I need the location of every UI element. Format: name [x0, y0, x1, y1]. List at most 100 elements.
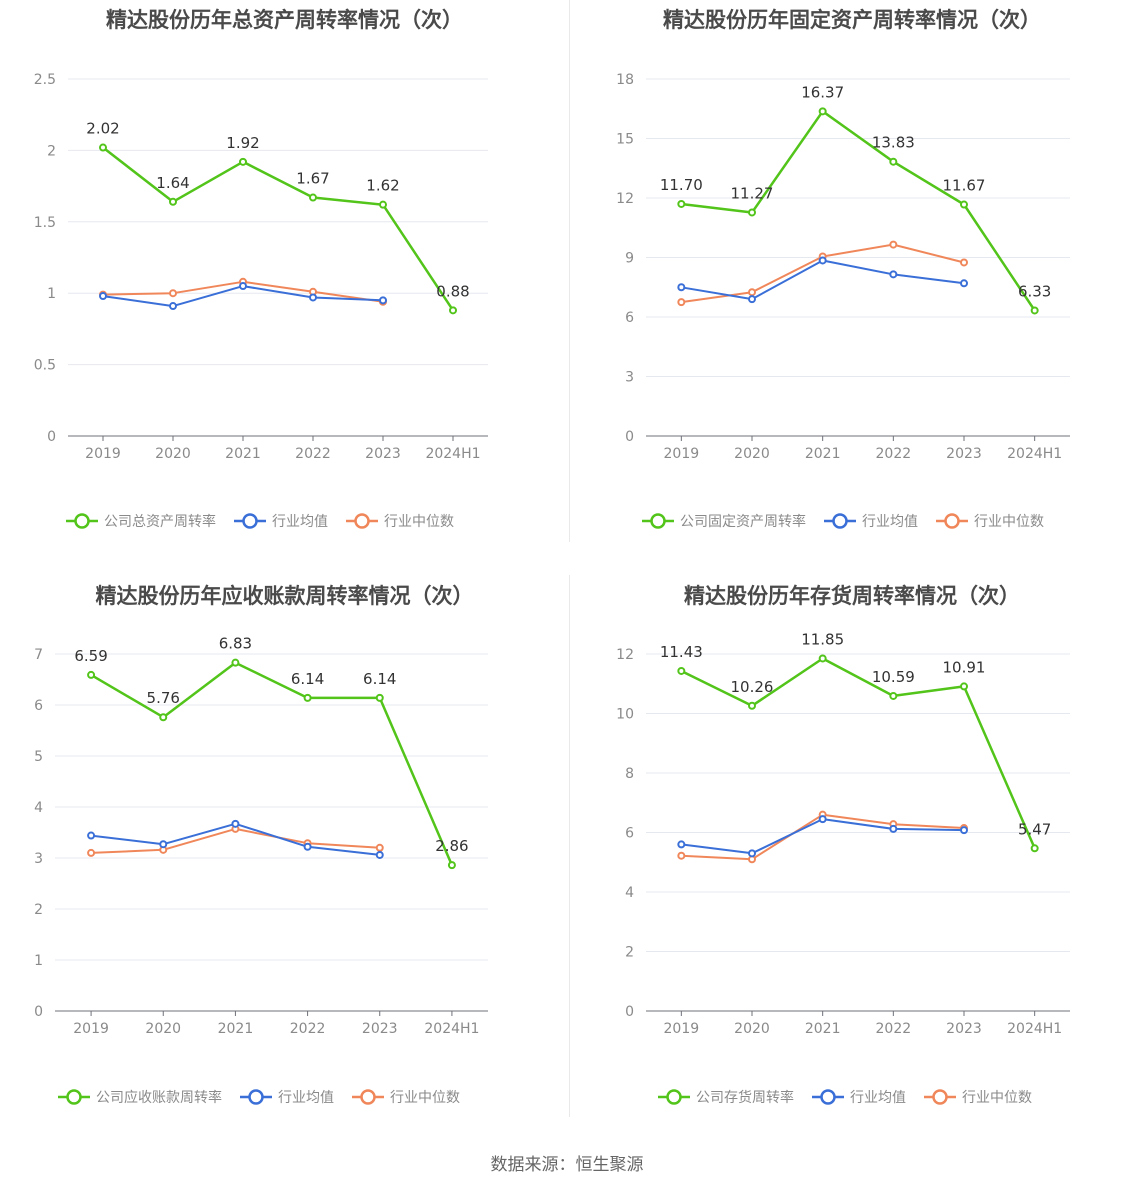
- y-tick-label: 2.5: [34, 72, 56, 88]
- legend-item-industry-median[interactable]: 行业中位数: [924, 1089, 1032, 1106]
- legend-item-company[interactable]: 公司固定资产周转率: [642, 513, 806, 530]
- data-point[interactable]: [677, 851, 686, 860]
- data-point[interactable]: [889, 240, 898, 249]
- data-point[interactable]: [231, 819, 240, 828]
- chart-title: 精达股份历年总资产周转率情况（次）: [106, 8, 463, 32]
- legend-item-industry-median[interactable]: 行业中位数: [352, 1089, 460, 1106]
- legend-item-industry-median[interactable]: 行业中位数: [346, 513, 454, 530]
- legend-swatch-circle: [944, 513, 960, 529]
- legend-swatch-circle: [666, 1089, 682, 1105]
- data-point[interactable]: [748, 849, 756, 858]
- y-tick-label: 8: [625, 766, 634, 782]
- legend-item-company[interactable]: 公司存货周转率: [658, 1089, 794, 1106]
- legend-item-company[interactable]: 公司应收账款周转率: [58, 1089, 222, 1106]
- data-point[interactable]: [239, 282, 247, 291]
- legend-label: 行业中位数: [962, 1090, 1032, 1106]
- data-point[interactable]: [889, 270, 898, 279]
- x-tick-label: 2022: [290, 1021, 326, 1037]
- data-point[interactable]: [1030, 844, 1039, 853]
- data-label: 11.27: [731, 184, 774, 202]
- y-tick-label: 1: [34, 953, 43, 969]
- data-label: 6.83: [219, 635, 252, 653]
- data-point[interactable]: [960, 826, 968, 835]
- data-label: 11.67: [943, 177, 986, 195]
- chart-panel-total-asset-turnover: 精达股份历年总资产周转率情况（次） 0 0.5 1 1.5 2 2.5 2019 2020 20…: [0, 0, 569, 560]
- data-point[interactable]: [818, 107, 827, 116]
- data-point[interactable]: [379, 200, 387, 209]
- data-point[interactable]: [889, 824, 898, 833]
- data-point[interactable]: [818, 256, 827, 265]
- data-point[interactable]: [309, 193, 317, 202]
- data-point[interactable]: [447, 861, 456, 870]
- data-point[interactable]: [677, 199, 686, 208]
- legend-item-company[interactable]: 公司总资产周转率: [66, 513, 216, 530]
- data-point[interactable]: [677, 666, 686, 675]
- chart-panel-fixed-asset-turnover: 精达股份历年固定资产周转率情况（次） 0 3 6 9 12 15 18 2019 2020 202…: [570, 0, 1134, 560]
- data-point[interactable]: [748, 701, 756, 710]
- data-point[interactable]: [960, 279, 968, 288]
- data-point[interactable]: [818, 654, 827, 663]
- data-point[interactable]: [379, 296, 387, 305]
- data-point[interactable]: [748, 208, 756, 217]
- y-tick-label: 6: [625, 826, 634, 842]
- y-tick-label: 0.5: [34, 358, 56, 374]
- legend-item-industry-avg[interactable]: 行业均值: [812, 1089, 906, 1106]
- data-point[interactable]: [677, 840, 686, 849]
- data-point[interactable]: [960, 682, 968, 691]
- data-point[interactable]: [169, 302, 177, 311]
- legend-label: 公司应收账款周转率: [96, 1089, 222, 1106]
- data-point[interactable]: [231, 658, 240, 667]
- y-tick-label: 0: [625, 1004, 634, 1020]
- data-point[interactable]: [748, 295, 756, 304]
- legend-item-industry-avg[interactable]: 行业均值: [234, 513, 328, 530]
- data-point[interactable]: [159, 840, 168, 849]
- legend-item-industry-avg[interactable]: 行业均值: [824, 513, 918, 530]
- chart-svg: 0 3 6 9 12 15 18 2019 2020 2021 2022 2023 2024H1 11.7…: [616, 72, 1070, 530]
- data-point[interactable]: [1030, 306, 1039, 315]
- data-point[interactable]: [375, 693, 384, 702]
- data-point[interactable]: [99, 292, 107, 301]
- data-point[interactable]: [87, 670, 96, 679]
- chart-svg: 0 2 4 6 8 10 12 2019 2020 2021 2022 2023 2024H1 11.43…: [616, 630, 1070, 1106]
- data-point[interactable]: [889, 691, 898, 700]
- data-point[interactable]: [818, 815, 827, 824]
- chart-panel-receivables-turnover: 精达股份历年应收账款周转率情况（次） 0 1 2 3 4 5 6 7 2019 2020 2021 2…: [0, 575, 569, 1135]
- series-line-industry-avg: [681, 818, 965, 855]
- data-point[interactable]: [87, 848, 96, 857]
- data-point[interactable]: [169, 197, 177, 206]
- y-tick-label: 12: [616, 191, 634, 207]
- x-tick-label: 2022: [876, 1021, 912, 1037]
- x-tick-label: 2021: [225, 446, 261, 462]
- data-point[interactable]: [960, 200, 968, 209]
- data-point[interactable]: [309, 293, 317, 302]
- data-point[interactable]: [677, 298, 686, 307]
- data-label: 6.14: [363, 670, 396, 688]
- legend-item-industry-avg[interactable]: 行业均值: [240, 1089, 334, 1106]
- data-point[interactable]: [303, 842, 312, 851]
- data-point[interactable]: [239, 157, 247, 166]
- data-point[interactable]: [677, 283, 686, 292]
- x-tick-label: 2023: [365, 446, 401, 462]
- data-label: 11.85: [801, 630, 844, 648]
- data-point[interactable]: [889, 157, 898, 166]
- data-label: 6.33: [1018, 282, 1051, 300]
- data-point[interactable]: [303, 693, 312, 702]
- data-point[interactable]: [99, 143, 107, 152]
- y-tick-label: 9: [625, 251, 634, 267]
- data-point[interactable]: [87, 831, 96, 840]
- legend-label: 行业中位数: [390, 1090, 460, 1106]
- data-point[interactable]: [449, 306, 457, 315]
- y-tick-label: 12: [616, 647, 634, 663]
- data-point[interactable]: [375, 843, 384, 852]
- data-label: 2.02: [86, 120, 119, 138]
- legend-label: 公司固定资产周转率: [680, 513, 806, 530]
- chart-title: 精达股份历年存货周转率情况（次）: [684, 584, 1020, 608]
- series-line-company: [680, 657, 1036, 849]
- legend-item-industry-median[interactable]: 行业中位数: [936, 513, 1044, 530]
- data-point[interactable]: [159, 713, 168, 722]
- data-point[interactable]: [748, 288, 756, 297]
- data-point[interactable]: [169, 289, 177, 298]
- x-tick-label: 2019: [664, 1021, 700, 1037]
- data-point[interactable]: [375, 850, 384, 859]
- data-point[interactable]: [960, 258, 968, 267]
